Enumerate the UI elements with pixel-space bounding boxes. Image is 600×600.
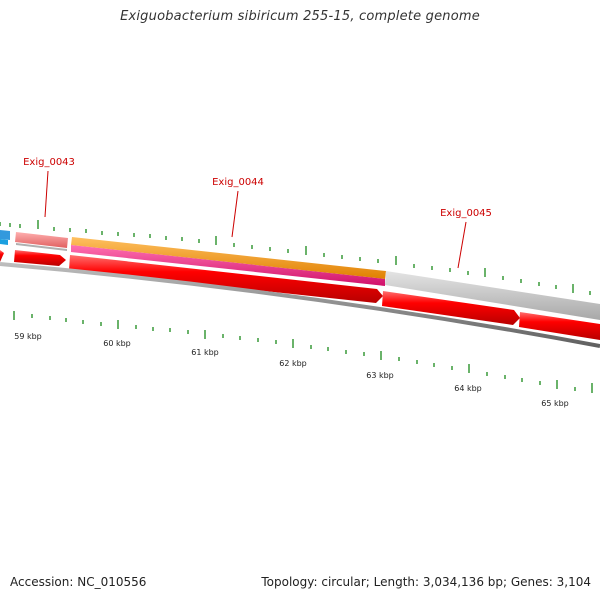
- scale-label-64-kbp: 64 kbp: [454, 384, 482, 393]
- scale-label-63-kbp: 63 kbp: [366, 371, 394, 380]
- scale-label-62-kbp: 62 kbp: [279, 359, 307, 368]
- leader-line-exig-0045: [457, 221, 467, 269]
- cds-track: [0, 250, 600, 340]
- cds-arrow-partial-right[interactable]: [519, 312, 600, 340]
- leader-line-exig-0043: [44, 170, 49, 218]
- scale-label-59-kbp: 59 kbp: [14, 332, 42, 341]
- feature-grey-segment[interactable]: [385, 271, 600, 320]
- cds-arrow-partial-left[interactable]: [0, 250, 4, 262]
- scale-label-65-kbp: 65 kbp: [541, 399, 569, 408]
- feature-orange-segment[interactable]: [71, 237, 386, 279]
- gene-label-exig-0043[interactable]: Exig_0043: [23, 157, 75, 168]
- feature-pink-segment[interactable]: [15, 232, 68, 248]
- genome-summary-text: Topology: circular; Length: 3,034,136 bp…: [261, 575, 591, 589]
- cds-arrow-exig-0045[interactable]: [382, 291, 520, 325]
- accession-text: Accession: NC_010556: [10, 575, 147, 589]
- feature-grey-subsegment[interactable]: [16, 243, 67, 251]
- cds-arrow-exig-0043[interactable]: [14, 250, 66, 266]
- feature-blue-subsegment[interactable]: [0, 239, 8, 245]
- feature-track-top: [0, 230, 600, 320]
- cds-arrow-exig-0044[interactable]: [69, 255, 383, 303]
- feature-magenta-segment[interactable]: [71, 245, 385, 286]
- feature-blue-segment[interactable]: [0, 230, 10, 240]
- scale-label-61-kbp: 61 kbp: [191, 348, 219, 357]
- feature-track-second: [0, 239, 385, 286]
- genome-title: Exiguobacterium sibiricum 255-15, comple…: [120, 9, 480, 24]
- gene-label-exig-0044[interactable]: Exig_0044: [212, 177, 264, 188]
- scale-label-60-kbp: 60 kbp: [103, 339, 131, 348]
- leader-line-exig-0044: [231, 190, 239, 238]
- outer-tick-row: [0, 220, 591, 295]
- gene-label-exig-0045[interactable]: Exig_0045: [440, 208, 492, 219]
- genome-backbone: [0, 262, 600, 348]
- gene-label-leaders: [44, 170, 467, 269]
- inner-tick-row: [13, 311, 593, 393]
